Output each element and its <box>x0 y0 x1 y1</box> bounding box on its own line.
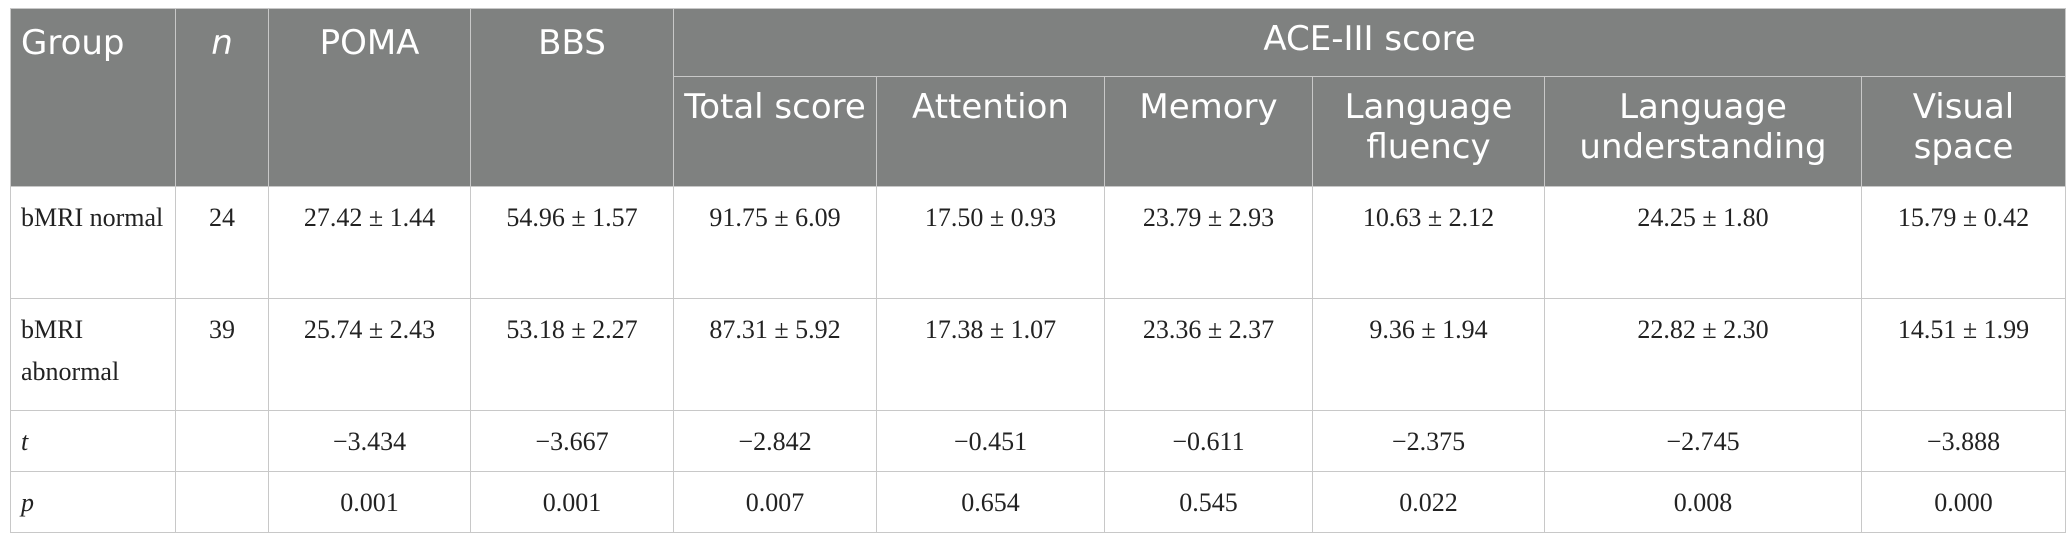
cell-n <box>175 410 269 472</box>
table-row: p 0.001 0.001 0.007 0.654 0.545 0.022 0.… <box>10 471 2067 533</box>
cell-memory: 0.545 <box>1104 471 1313 533</box>
header-language-understanding: Language understanding <box>1544 76 1862 187</box>
cell-attention: 17.50 ± 0.93 <box>876 186 1105 299</box>
cell-poma: 27.42 ± 1.44 <box>268 186 471 299</box>
cell-poma: 0.001 <box>268 471 471 533</box>
cell-attention: 17.38 ± 1.07 <box>876 298 1105 411</box>
cell-total-score: 0.007 <box>673 471 877 533</box>
cell-n: 24 <box>175 186 269 299</box>
row-label: bMRI abnormal <box>10 298 176 411</box>
table-row: bMRI normal 24 27.42 ± 1.44 54.96 ± 1.57… <box>10 186 2067 299</box>
cell-visual-space: −3.888 <box>1860 410 2067 472</box>
cell-language-understanding: 22.82 ± 2.30 <box>1544 298 1862 411</box>
cell-attention: −0.451 <box>876 410 1105 472</box>
cell-memory: 23.79 ± 2.93 <box>1104 186 1313 299</box>
row-label: p <box>10 471 176 533</box>
cell-poma: −3.434 <box>268 410 471 472</box>
header-language-fluency: Language fluency <box>1312 76 1545 187</box>
cell-bbs: 0.001 <box>470 471 674 533</box>
cell-total-score: 87.31 ± 5.92 <box>673 298 877 411</box>
cell-bbs: 53.18 ± 2.27 <box>470 298 674 411</box>
header-group: Group <box>10 8 176 187</box>
header-n: n <box>175 8 269 187</box>
cell-visual-space: 14.51 ± 1.99 <box>1860 298 2067 411</box>
cell-n <box>175 471 269 533</box>
cell-poma: 25.74 ± 2.43 <box>268 298 471 411</box>
cell-language-fluency: −2.375 <box>1312 410 1545 472</box>
cell-memory: −0.611 <box>1104 410 1313 472</box>
cell-language-understanding: 24.25 ± 1.80 <box>1544 186 1862 299</box>
header-poma: POMA <box>268 8 471 187</box>
cell-total-score: 91.75 ± 6.09 <box>673 186 877 299</box>
cell-visual-space: 15.79 ± 0.42 <box>1860 186 2067 299</box>
cell-visual-space: 0.000 <box>1860 471 2067 533</box>
cell-language-fluency: 10.63 ± 2.12 <box>1312 186 1545 299</box>
cell-language-understanding: −2.745 <box>1544 410 1862 472</box>
cell-memory: 23.36 ± 2.37 <box>1104 298 1313 411</box>
cell-language-fluency: 0.022 <box>1312 471 1545 533</box>
header-ace-iii-score: ACE-III score <box>672 8 2067 77</box>
header-total-score: Total score <box>673 76 877 187</box>
cell-bbs: −3.667 <box>470 410 674 472</box>
header-visual-space: Visual space <box>1860 76 2067 187</box>
table-row: t −3.434 −3.667 −2.842 −0.451 −0.611 −2.… <box>10 410 2067 472</box>
header-attention: Attention <box>876 76 1105 187</box>
cell-n: 39 <box>175 298 269 411</box>
row-label: t <box>10 410 176 472</box>
cell-language-fluency: 9.36 ± 1.94 <box>1312 298 1545 411</box>
cell-total-score: −2.842 <box>673 410 877 472</box>
row-label: bMRI normal <box>10 186 176 299</box>
table-row: bMRI abnormal 39 25.74 ± 2.43 53.18 ± 2.… <box>10 298 2067 411</box>
cell-language-understanding: 0.008 <box>1544 471 1862 533</box>
header-memory: Memory <box>1104 76 1313 187</box>
cell-bbs: 54.96 ± 1.57 <box>470 186 674 299</box>
cell-attention: 0.654 <box>876 471 1105 533</box>
header-bbs: BBS <box>470 8 674 187</box>
results-table: Group n POMA BBS ACE-III score Total sco… <box>10 8 2067 533</box>
